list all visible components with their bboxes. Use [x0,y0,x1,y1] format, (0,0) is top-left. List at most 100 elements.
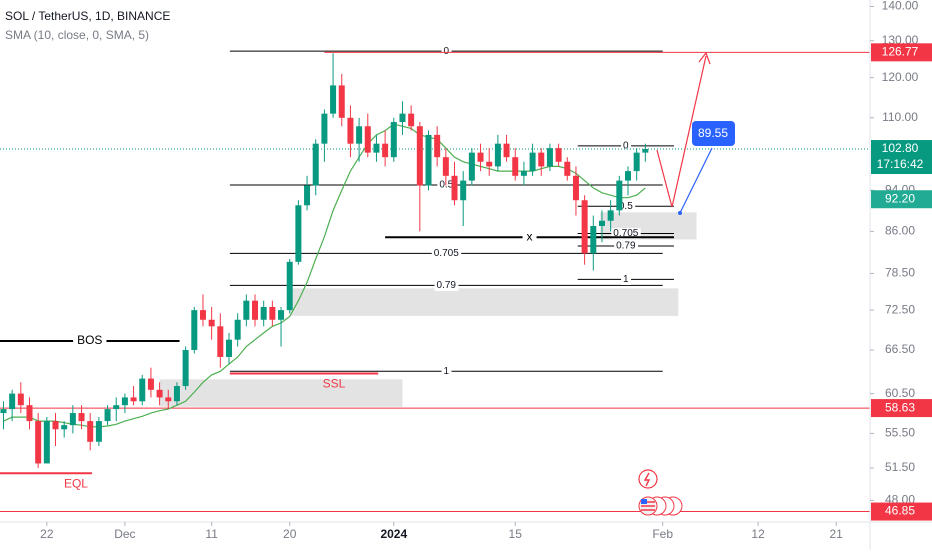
candle-body [503,143,510,158]
y-tick-label: 110.00 [882,110,918,124]
candle-body [113,405,120,410]
overlay: 89.55 [638,51,735,516]
fib-label: 0.79 [616,241,636,252]
candle-body [460,180,467,201]
anchor-dot [678,211,682,215]
candle-body [633,152,640,172]
candle-body [512,157,519,176]
candle-body [425,134,432,186]
zones [159,212,697,407]
candle-body [390,122,397,158]
candle-body [43,421,50,464]
flag-canton [641,499,647,504]
fib-label: 0 [623,141,629,152]
candle-body [382,143,389,158]
candle-body [590,226,597,254]
candle-body [642,149,649,153]
label-bg [621,273,632,285]
x-tick-label: 15 [509,527,523,541]
candle-body [442,157,449,176]
projection-line [679,147,713,214]
candle-body [165,397,172,402]
x-tick-label: 21 [829,527,843,541]
candle-body [147,378,154,390]
countdown: 17:16:42 [877,157,924,171]
x-tick-label: 12 [751,527,765,541]
price-label: 46.85 [885,504,915,518]
y-tick-label: 66.50 [885,342,915,356]
price-label-box [871,502,932,521]
candle-body [217,326,224,357]
candle-body [17,393,24,406]
label-bg [522,229,537,244]
label-bg [621,140,632,152]
candle-body [330,85,337,114]
fib-label: 0.705 [613,228,638,239]
label-bg [434,279,459,291]
price-label-box [871,140,932,175]
candle-body [347,117,354,144]
label-bg [616,200,636,212]
candle-body [121,397,128,406]
level-label: x [527,229,533,243]
candle-body [486,161,493,167]
label-bg [73,333,107,348]
candle-body [69,413,76,426]
fib-label: 0 [443,46,449,57]
projection-arrow [656,55,707,208]
x-tick-label: 20 [283,527,297,541]
x-tick-label: 2024 [380,527,407,541]
y-tick-label: 120.00 [882,70,919,84]
price-label: 58.63 [885,400,915,414]
candle-body [87,421,94,442]
candle-body [408,113,415,127]
fib-label: 0.5 [619,201,633,212]
label-bg [614,240,638,252]
level-label: EQL [64,476,88,490]
lightning [643,472,651,487]
candle-body [295,205,302,262]
axes: 140.00130.00120.00110.0094.0086.0078.507… [40,0,932,541]
candle-body [529,152,536,172]
candle-body [243,300,250,320]
fib-label: 1 [443,366,449,377]
candle-body [95,421,102,442]
target-box [692,121,735,146]
candle-body [564,161,571,176]
fib-label: 0.705 [434,248,459,259]
level-label: BOS [77,333,102,347]
candle-body [555,148,562,162]
y-tick-label: 51.50 [885,460,915,474]
fib-label: 0.79 [437,280,457,291]
candle-body [52,421,59,430]
candle-body [468,152,475,181]
label-bg [431,247,462,259]
candle-body [624,171,631,181]
candle-body [356,126,363,144]
candle-body [225,339,232,357]
candle-body [0,409,7,414]
candle-body [26,405,33,422]
y-tick-label: 78.50 [885,266,915,280]
candles [0,53,649,468]
y-tick-label: 140.00 [882,0,919,13]
x-tick-label: Dec [114,527,135,541]
candle-body [199,310,206,320]
candle-body [260,306,267,320]
candle-body [234,319,241,340]
drawings: 0 0.5 0.705 0.79 1 0 0.5 0.705 0.79 1 BOS SSL EQL x [0,45,870,513]
price-label: 126.77 [882,45,919,59]
candle-body [173,386,180,402]
price-label: 102.80 [882,141,919,155]
level-label: SSL [323,377,346,391]
candle-body [546,148,553,167]
y-tick-label: 72.50 [885,302,915,316]
candle-body [78,413,85,422]
zone [159,379,403,407]
arrow-head [698,51,711,65]
indicator-legend: SMA (10, close, 0, SMA, 5) [5,28,149,42]
candle-body [373,143,380,153]
candle-body [434,134,441,158]
x-tick-label: 11 [205,527,218,541]
